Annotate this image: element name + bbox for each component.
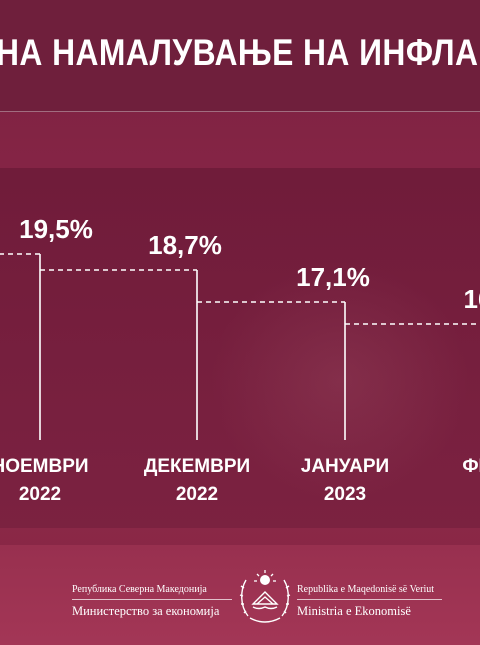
chart-band — [0, 168, 480, 528]
page-title: НА НАМАЛУВАЊЕ НА ИНФЛАЦ — [0, 32, 480, 73]
value-label-3: 16 — [464, 284, 480, 314]
month-label-2: ЈАНУАРИ — [301, 456, 389, 477]
year-label-0: 2022 — [19, 484, 61, 505]
value-label-2: 17,1% — [296, 262, 370, 292]
title-divider — [0, 111, 480, 112]
month-label-0: НОЕМВРИ — [0, 456, 89, 477]
footer-left-country: Република Северна Македонија — [72, 584, 207, 595]
value-label-1: 18,7% — [148, 230, 222, 260]
ministry-name-al: Republika e Maqedonisë së Veriut Ministr… — [297, 583, 442, 619]
footer-right-country: Republika e Maqedonisë së Veriut — [297, 584, 435, 595]
value-label-0: 19,5% — [19, 214, 93, 244]
footer-left-ministry: Министерство за економија — [72, 604, 220, 618]
ministry-name-mk: Република Северна Македонија Министерств… — [72, 583, 232, 619]
month-label-3: ФЕВР — [462, 456, 480, 477]
year-label-2: 2023 — [324, 484, 366, 505]
year-label-1: 2022 — [176, 484, 218, 505]
month-label-1: ДЕКЕМВРИ — [144, 456, 250, 477]
footer-left-divider — [72, 599, 232, 600]
footer-right-ministry: Ministria e Ekonomisë — [297, 604, 411, 618]
footer-right-divider — [297, 599, 442, 600]
coat-of-arms-icon — [239, 570, 291, 623]
banknote-texture — [210, 260, 470, 500]
title-bar: НА НАМАЛУВАЊЕ НА ИНФЛАЦ — [0, 0, 480, 112]
inflation-step-chart: 19,5% НОЕМВРИ 2022 18,7% ДЕКЕМВРИ 2022 17,1% ЈА… — [0, 214, 480, 505]
